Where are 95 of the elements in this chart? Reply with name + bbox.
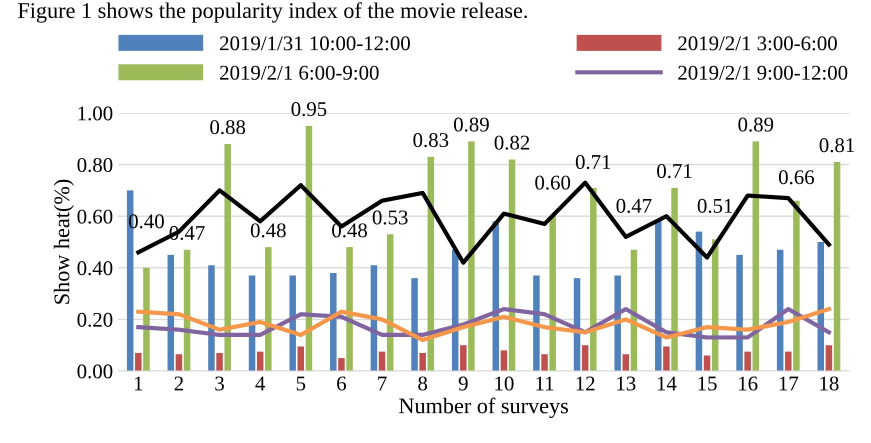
x-tick-label: 1	[134, 376, 142, 390]
bar	[549, 216, 556, 371]
y-tick-label: 0.80	[77, 158, 112, 172]
bar	[834, 162, 840, 371]
x-tick-label: 16	[739, 376, 758, 391]
x-tick-label: 18	[820, 376, 839, 391]
x-tick-label: 12	[576, 376, 594, 390]
bar	[582, 345, 588, 371]
x-tick-label: 3	[215, 376, 224, 391]
data-label: 0.88	[210, 120, 246, 134]
bar	[826, 345, 832, 371]
y-axis-title: Show heat(%)	[54, 180, 74, 304]
bar	[574, 278, 580, 371]
caption: Figure 1 shows the popularity index of the movie release.	[18, 2, 527, 23]
bar	[655, 221, 662, 371]
bar	[135, 352, 142, 371]
bar	[452, 250, 458, 371]
bar	[378, 352, 386, 371]
bar	[785, 352, 792, 371]
x-tick-label: 8	[418, 376, 428, 391]
data-label: 0.51	[698, 198, 732, 213]
y-tick-label: 0.20	[77, 312, 112, 327]
bar	[736, 254, 743, 371]
x-tick-label: 17	[780, 376, 798, 390]
x-tick-label: 2	[174, 376, 183, 390]
bar	[460, 345, 467, 371]
bar	[306, 126, 312, 371]
x-tick-label: 6	[337, 376, 346, 391]
bar	[622, 354, 630, 371]
data-label: 0.89	[454, 118, 489, 132]
x-tick-label: 14	[658, 376, 677, 390]
x-tick-label: 15	[698, 376, 717, 391]
bar	[289, 276, 296, 371]
bar	[168, 254, 174, 371]
data-label: 0.71	[576, 154, 610, 170]
bar	[500, 350, 508, 371]
bar	[411, 278, 418, 371]
x-tick-label: 13	[617, 376, 636, 391]
data-label: 0.53	[372, 210, 408, 225]
bar	[370, 265, 378, 371]
bar	[776, 250, 784, 371]
data-label: 0.48	[250, 223, 286, 238]
data-label: 0.82	[494, 136, 530, 150]
bar	[744, 352, 751, 371]
legend-label: 2019/2/1 9:00-12:00	[678, 66, 848, 80]
bar	[265, 247, 272, 371]
data-label: 0.89	[738, 118, 774, 132]
bar	[590, 188, 597, 371]
x-tick-label: 11	[536, 376, 554, 390]
data-label: 0.71	[657, 164, 692, 178]
y-tick-label: 1.00	[78, 106, 112, 121]
bar	[752, 141, 760, 371]
bar	[468, 141, 475, 371]
data-label: 0.66	[778, 170, 814, 184]
x-tick-label: 4	[255, 376, 266, 390]
data-label: 0.81	[820, 138, 854, 152]
x-tick-label: 5	[296, 376, 306, 391]
bar	[208, 265, 215, 371]
bar	[508, 159, 516, 371]
data-label: 0.95	[291, 102, 326, 116]
bar	[298, 346, 304, 371]
data-label: 0.60	[535, 176, 570, 190]
bar	[346, 247, 353, 371]
bar	[533, 276, 540, 371]
bar	[793, 200, 800, 371]
bar	[216, 352, 223, 371]
legend-label: 2019/2/1 6:00-9:00	[220, 66, 379, 80]
bar	[818, 242, 824, 371]
bar	[704, 356, 710, 371]
y-tick-label: 0.00	[77, 364, 112, 379]
bar	[419, 352, 426, 371]
legend-label: 2019/2/1 3:00-6:00	[678, 36, 837, 50]
data-label: 0.47	[616, 198, 652, 213]
x-tick-label: 10	[495, 376, 514, 391]
bar	[330, 272, 337, 371]
bar	[176, 354, 182, 371]
legend-label: 2019/1/31 10:00-12:00	[220, 36, 410, 50]
bar	[630, 250, 638, 371]
bar	[541, 354, 548, 371]
x-tick-label: 7	[378, 376, 387, 390]
bar	[184, 250, 190, 371]
bar	[671, 188, 678, 371]
data-label: 0.48	[332, 223, 367, 238]
x-axis-title: Number of surveys	[399, 398, 568, 418]
y-tick-label: 0.60	[77, 210, 112, 224]
bar	[428, 156, 434, 371]
bar	[224, 144, 231, 371]
bar	[663, 346, 670, 371]
y-tick-label: 0.40	[77, 261, 112, 276]
bar	[256, 352, 264, 371]
bar	[143, 268, 150, 371]
bar	[338, 358, 345, 371]
data-label: 0.83	[413, 133, 448, 148]
x-tick-label: 9	[458, 376, 468, 391]
bar	[386, 234, 394, 371]
